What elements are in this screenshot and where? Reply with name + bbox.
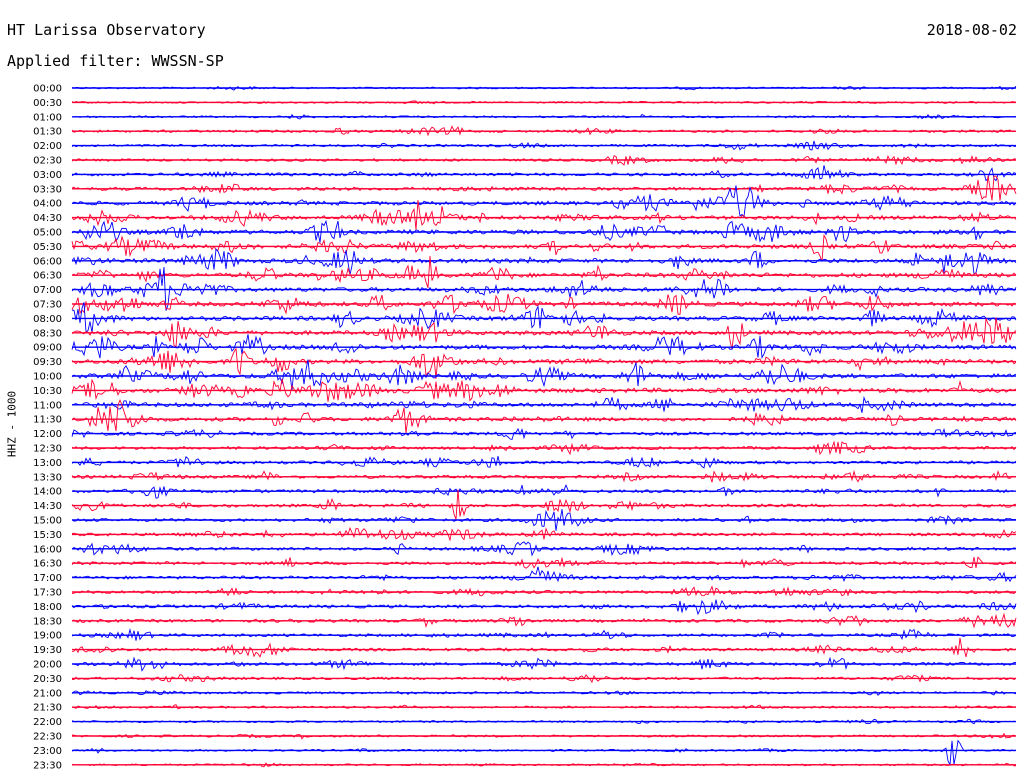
time-tick-label: 11:00 xyxy=(33,400,62,411)
time-tick-label: 23:30 xyxy=(33,760,62,771)
time-tick-label: 03:00 xyxy=(33,170,62,181)
time-tick-label: 14:00 xyxy=(33,487,62,498)
time-tick-label: 04:00 xyxy=(33,199,62,210)
time-tick-label: 17:30 xyxy=(33,588,62,599)
time-tick-label: 15:30 xyxy=(33,530,62,541)
time-tick-label: 16:30 xyxy=(33,559,62,570)
trace-group xyxy=(71,85,1017,768)
time-tick-label: 12:00 xyxy=(33,429,62,440)
time-label-group: 00:00 00:30 01:00 01:30 02:00 02:30 03:00 03:30… xyxy=(33,84,62,772)
time-tick-label: 18:00 xyxy=(33,602,62,613)
time-tick-label: 20:00 xyxy=(33,660,62,671)
time-tick-label: 12:30 xyxy=(33,444,62,455)
trace-line xyxy=(71,489,1017,520)
time-tick-label: 11:30 xyxy=(33,415,62,426)
time-tick-label: 19:30 xyxy=(33,645,62,656)
time-tick-label: 01:00 xyxy=(33,112,62,123)
trace-line xyxy=(71,585,1017,597)
time-tick-label: 20:30 xyxy=(33,674,62,685)
time-tick-label: 21:30 xyxy=(33,703,62,714)
filter-label: Applied filter: WWSSN-SP xyxy=(7,52,224,70)
time-tick-label: 04:30 xyxy=(33,213,62,224)
time-tick-label: 01:30 xyxy=(33,127,62,138)
trace-line xyxy=(71,399,1017,434)
time-tick-label: 07:30 xyxy=(33,300,62,311)
time-tick-label: 02:00 xyxy=(33,141,62,152)
time-tick-label: 03:30 xyxy=(33,184,62,195)
trace-line xyxy=(71,637,1017,658)
time-tick-label: 19:00 xyxy=(33,631,62,642)
time-tick-label: 22:00 xyxy=(33,717,62,728)
time-tick-label: 23:00 xyxy=(33,746,62,757)
station-title: HT Larissa Observatory xyxy=(7,21,206,39)
time-tick-label: 17:00 xyxy=(33,573,62,584)
trace-line xyxy=(71,255,1017,288)
trace-line xyxy=(71,566,1017,583)
time-tick-label: 22:30 xyxy=(33,732,62,743)
time-tick-label: 07:00 xyxy=(33,285,62,296)
time-tick-label: 13:30 xyxy=(33,472,62,483)
trace-line xyxy=(71,165,1017,182)
time-tick-label: 06:00 xyxy=(33,256,62,267)
trace-line xyxy=(71,248,1017,275)
time-tick-label: 13:00 xyxy=(33,458,62,469)
time-tick-label: 00:00 xyxy=(33,84,62,95)
time-tick-label: 05:30 xyxy=(33,242,62,253)
time-tick-label: 14:30 xyxy=(33,501,62,512)
trace-line xyxy=(71,199,1017,230)
time-tick-label: 00:30 xyxy=(33,98,62,109)
time-tick-label: 21:00 xyxy=(33,688,62,699)
time-tick-label: 08:30 xyxy=(33,328,62,339)
time-tick-label: 05:00 xyxy=(33,228,62,239)
time-tick-label: 18:30 xyxy=(33,616,62,627)
time-tick-label: 15:00 xyxy=(33,516,62,527)
time-tick-label: 10:00 xyxy=(33,372,62,383)
trace-line xyxy=(71,185,1017,218)
time-tick-label: 10:30 xyxy=(33,386,62,397)
date-label: 2018-08-02 xyxy=(926,21,1017,39)
time-tick-label: 02:30 xyxy=(33,156,62,167)
trace-line xyxy=(71,125,1017,137)
trace-line xyxy=(71,739,1017,767)
time-tick-label: 06:30 xyxy=(33,271,62,282)
time-tick-label: 09:30 xyxy=(33,357,62,368)
time-tick-label: 09:00 xyxy=(33,343,62,354)
time-tick-label: 08:00 xyxy=(33,314,62,325)
trace-line xyxy=(71,233,1017,262)
trace-line xyxy=(71,334,1017,359)
time-tick-label: 16:00 xyxy=(33,544,62,555)
